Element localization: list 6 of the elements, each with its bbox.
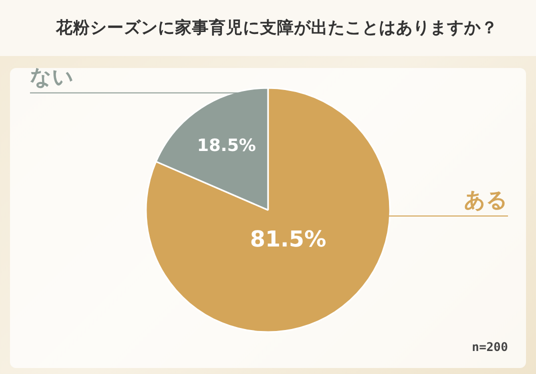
data-label: 18.5% bbox=[196, 136, 256, 156]
chart-title: 花粉シーズンに家事育児に支障が出たことはありますか？ bbox=[56, 17, 498, 39]
slice-label: ない bbox=[30, 64, 74, 89]
data-label: 81.5% bbox=[250, 227, 326, 252]
text: n=200 bbox=[472, 340, 508, 354]
slice-label: ある bbox=[464, 188, 508, 212]
